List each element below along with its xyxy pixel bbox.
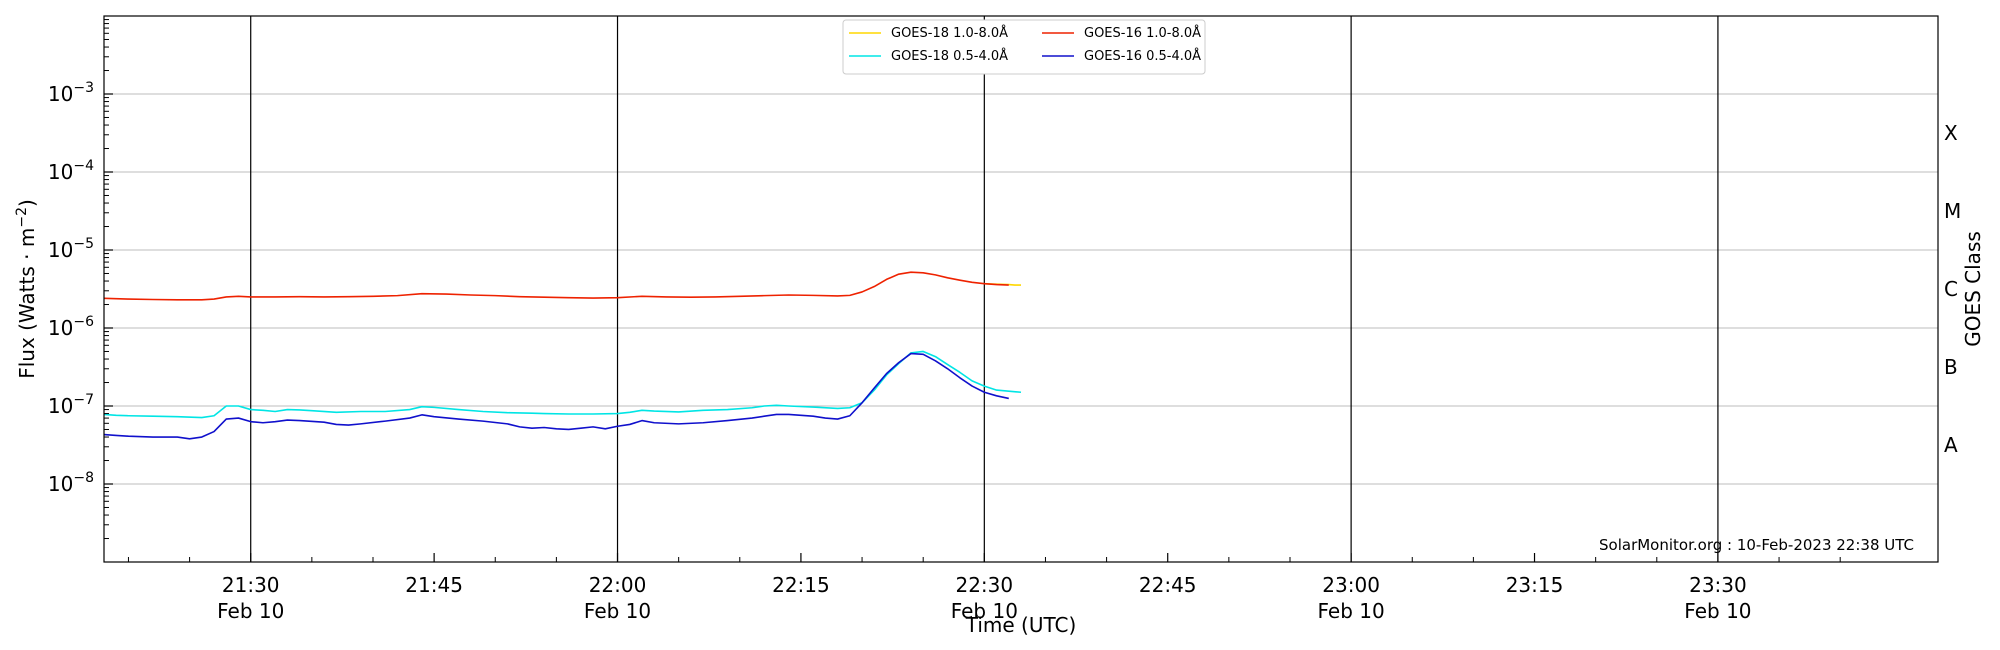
legend-label: GOES-16 0.5-4.0Å	[1084, 48, 1201, 64]
x-tick-label: 22:00	[589, 573, 647, 597]
legend-items: GOES-18 1.0-8.0Å GOES-18 0.5-4.0Å GOES-16 …	[849, 25, 1201, 64]
goes-class-label: C	[1944, 277, 1958, 301]
y-tick-exponent: −4	[73, 158, 94, 174]
tick-layer	[104, 19, 1841, 562]
x-tick-label: 22:45	[1139, 573, 1197, 597]
series-line	[103, 271, 1009, 301]
y-tick-label: 10−8	[48, 470, 94, 496]
y-tick-label: 10−5	[48, 236, 94, 262]
x-tick-date-label: Feb 10	[584, 599, 651, 623]
y-axis-title-main: Flux (Watts · m	[15, 228, 39, 379]
vertical-lines-layer	[250, 16, 1719, 562]
y-tick-base: 10	[48, 160, 73, 184]
y-tick-label: 10−7	[48, 392, 94, 418]
x-tick-label: 23:30	[1689, 573, 1747, 597]
y-tick-label: 10−6	[48, 314, 94, 340]
goes-class-label: X	[1944, 121, 1958, 145]
grid-layer	[104, 93, 1938, 485]
y-tick-exponent: −7	[73, 392, 94, 408]
y-axis-title: Flux (Watts · m−2)	[14, 199, 39, 379]
y-tick-base: 10	[48, 238, 73, 262]
y-tick-base: 10	[48, 82, 73, 106]
y-tick-label: 10−4	[48, 158, 94, 184]
y-axis-title-superscript: −2	[14, 207, 30, 228]
y-tick-base: 10	[48, 394, 73, 418]
x-axis-title: Time (UTC)	[965, 613, 1077, 637]
x-tick-date-label: Feb 10	[1684, 599, 1751, 623]
x-tick-date-label: Feb 10	[217, 599, 284, 623]
y-tick-label: 10−3	[48, 80, 94, 106]
x-tick-label: 22:15	[772, 573, 830, 597]
goes-class-label: M	[1944, 199, 1961, 223]
legend-label: GOES-16 1.0-8.0Å	[1084, 25, 1201, 41]
legend: GOES-18 1.0-8.0Å GOES-18 0.5-4.0Å GOES-16 …	[842, 19, 1206, 75]
series-layer	[103, 271, 1022, 440]
y-tick-base: 10	[48, 472, 73, 496]
plot-frame	[103, 15, 1939, 563]
goes-class-label: A	[1944, 433, 1958, 457]
y-tick-exponent: −3	[73, 80, 94, 96]
y-tick-exponent: −5	[73, 236, 94, 252]
goes-class-label: B	[1944, 355, 1958, 379]
x-tick-label: 22:30	[955, 573, 1013, 597]
legend-box	[842, 19, 1206, 75]
x-tick-label: 21:30	[222, 573, 280, 597]
y-tick-exponent: −8	[73, 470, 94, 486]
legend-label: GOES-18 1.0-8.0Å	[891, 25, 1008, 41]
y-tick-base: 10	[48, 316, 73, 340]
x-tick-label: 23:00	[1322, 573, 1380, 597]
x-tick-label: 21:45	[405, 573, 463, 597]
series-line	[103, 352, 1009, 440]
x-tick-date-label: Feb 10	[951, 599, 1018, 623]
credit-text: SolarMonitor.org : 10-Feb-2023 22:38 UTC	[1599, 536, 1914, 554]
goes-class-axis-title: GOES Class	[1961, 231, 1985, 347]
legend-label: GOES-18 0.5-4.0Å	[891, 48, 1008, 64]
x-tick-label: 23:15	[1506, 573, 1564, 597]
x-tick-date-label: Feb 10	[1318, 599, 1385, 623]
y-tick-exponent: −6	[73, 314, 94, 330]
y-axis-title-close: )	[15, 199, 39, 207]
